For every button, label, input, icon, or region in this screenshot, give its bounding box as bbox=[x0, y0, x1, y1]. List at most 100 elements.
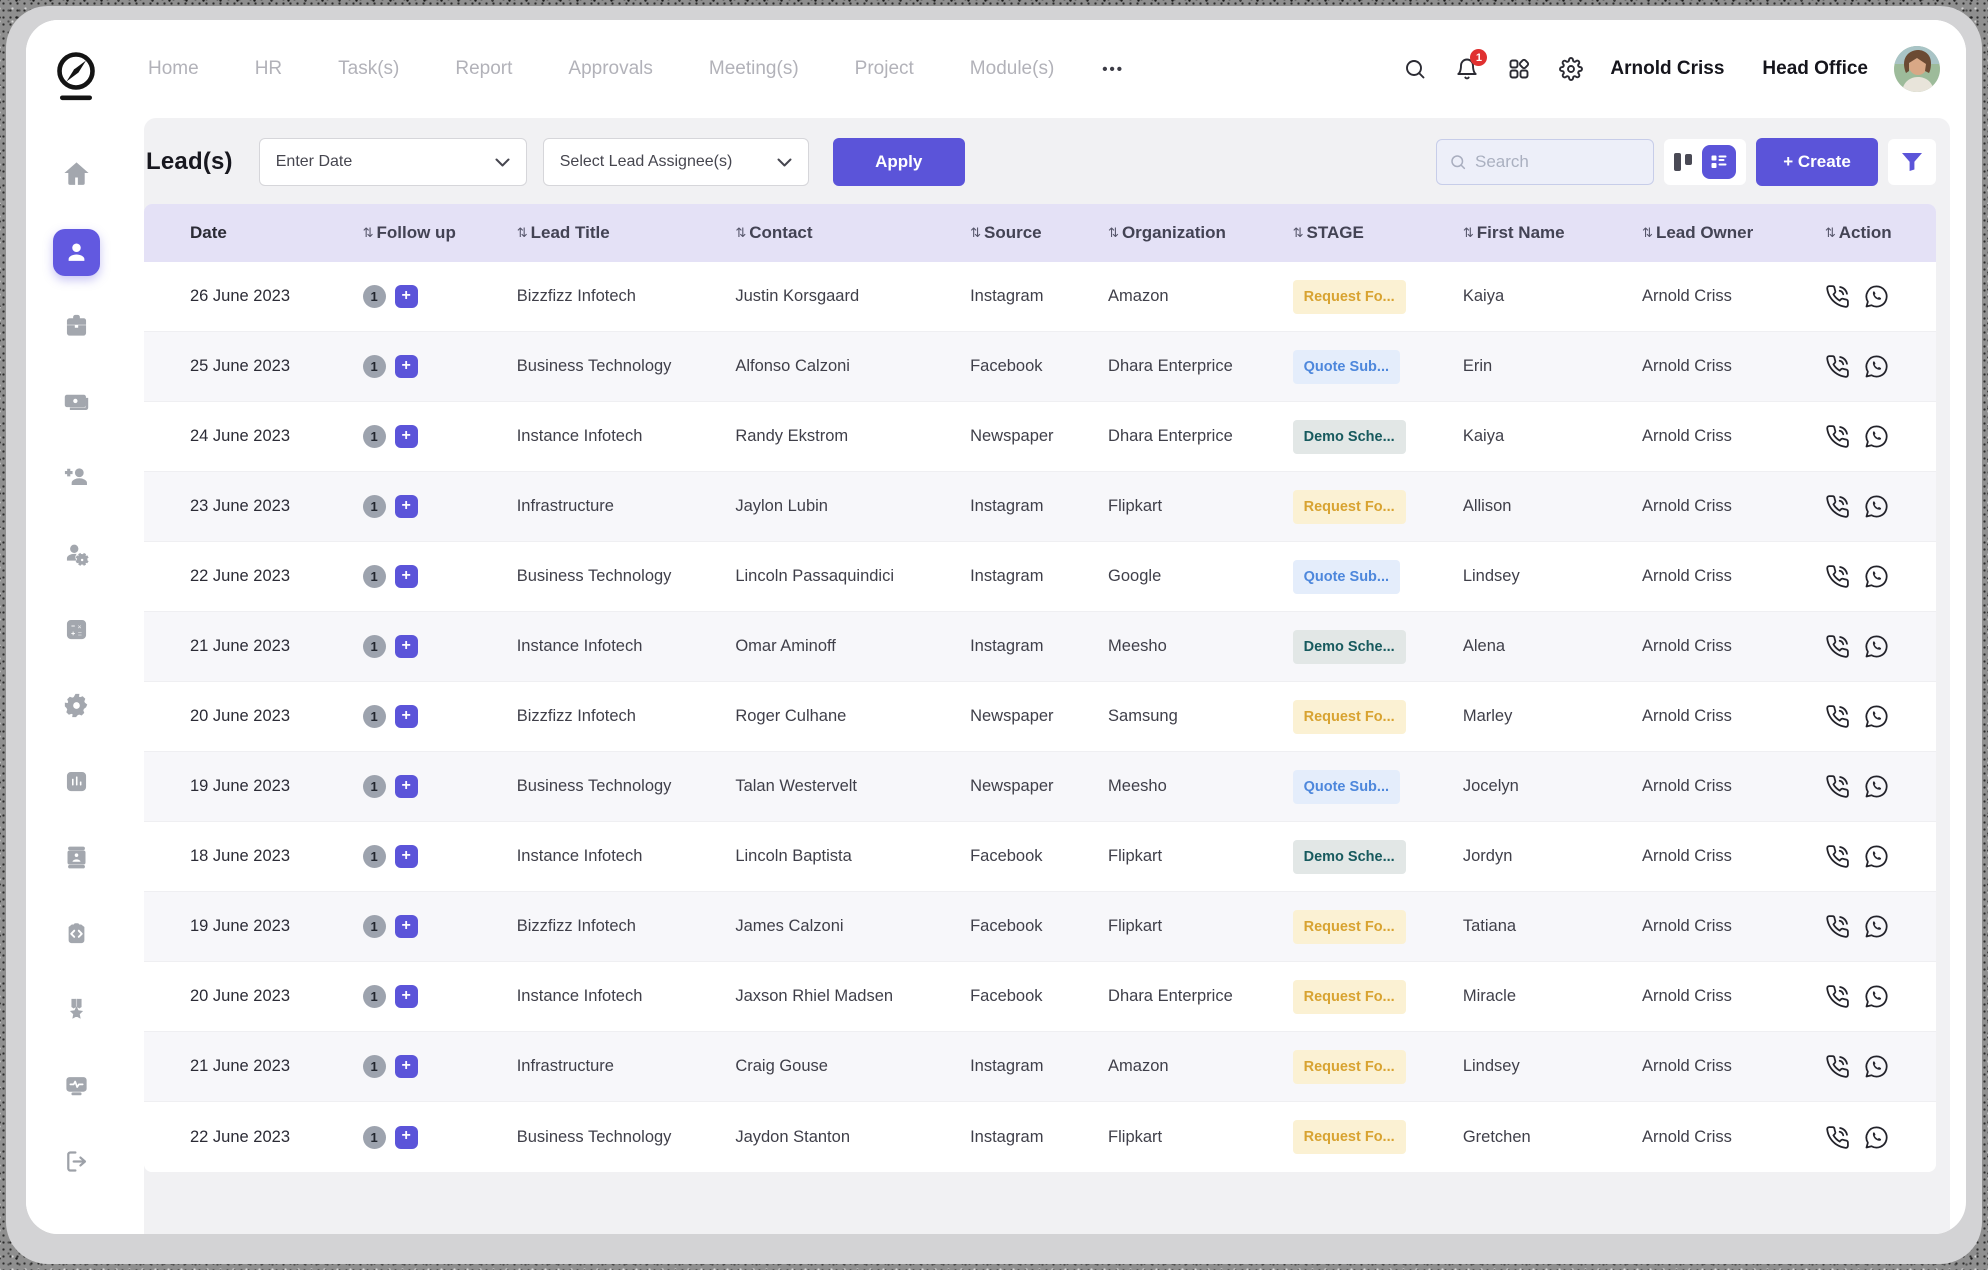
search-icon[interactable] bbox=[1402, 56, 1428, 82]
table-row[interactable]: 22 June 2023 1 + Business Technology Lin… bbox=[144, 542, 1936, 612]
phone-call-icon[interactable] bbox=[1825, 704, 1850, 729]
whatsapp-icon[interactable] bbox=[1864, 1054, 1889, 1079]
stage-badge[interactable]: Request Fo... bbox=[1292, 279, 1406, 314]
phone-call-icon[interactable] bbox=[1825, 844, 1850, 869]
whatsapp-icon[interactable] bbox=[1864, 354, 1889, 379]
whatsapp-icon[interactable] bbox=[1864, 564, 1889, 589]
column-header-date[interactable]: Date bbox=[190, 223, 227, 242]
phone-call-icon[interactable] bbox=[1825, 564, 1850, 589]
whatsapp-icon[interactable] bbox=[1864, 634, 1889, 659]
add-follow-up-button[interactable]: + bbox=[394, 425, 418, 448]
sidebar-item-payroll[interactable] bbox=[26, 366, 126, 442]
column-header-source[interactable]: ⇅ Source bbox=[970, 223, 1042, 242]
column-header-stage[interactable]: ⇅ STAGE bbox=[1292, 223, 1364, 242]
add-follow-up-button[interactable]: + bbox=[394, 705, 418, 728]
stage-badge[interactable]: Request Fo... bbox=[1292, 699, 1406, 734]
user-avatar[interactable] bbox=[1894, 46, 1940, 92]
sidebar-item-briefcase[interactable] bbox=[26, 290, 126, 366]
sidebar-item-logout[interactable] bbox=[26, 1126, 126, 1202]
add-follow-up-button[interactable]: + bbox=[394, 285, 418, 308]
add-follow-up-button[interactable]: + bbox=[394, 985, 418, 1008]
sidebar-item-user-settings[interactable] bbox=[26, 518, 126, 594]
nav-link-home[interactable]: Home bbox=[148, 58, 199, 79]
filter-funnel-button[interactable] bbox=[1888, 139, 1936, 185]
phone-call-icon[interactable] bbox=[1825, 424, 1850, 449]
notifications-bell-icon[interactable]: 1 bbox=[1454, 49, 1488, 82]
column-header-action[interactable]: ⇅ Action bbox=[1824, 223, 1892, 242]
nav-link-report[interactable]: Report bbox=[455, 58, 513, 79]
table-row[interactable]: 26 June 2023 1 + Bizzfizz Infotech Justi… bbox=[144, 262, 1936, 332]
search-input[interactable] bbox=[1475, 152, 1641, 172]
column-header-followup[interactable]: ⇅ Follow up bbox=[362, 223, 456, 242]
whatsapp-icon[interactable] bbox=[1864, 424, 1889, 449]
phone-call-icon[interactable] bbox=[1825, 634, 1850, 659]
column-header-lead_owner[interactable]: ⇅ Lead Owner bbox=[1642, 223, 1754, 242]
phone-call-icon[interactable] bbox=[1825, 1054, 1850, 1079]
phone-call-icon[interactable] bbox=[1825, 914, 1850, 939]
stage-badge[interactable]: Request Fo... bbox=[1292, 909, 1406, 944]
whatsapp-icon[interactable] bbox=[1864, 844, 1889, 869]
table-row[interactable]: 21 June 2023 1 + Instance Infotech Omar … bbox=[144, 612, 1936, 682]
phone-call-icon[interactable] bbox=[1825, 984, 1850, 1009]
table-row[interactable]: 20 June 2023 1 + Bizzfizz Infotech Roger… bbox=[144, 682, 1936, 752]
sidebar-item-settings[interactable] bbox=[26, 670, 126, 746]
nav-link-project[interactable]: Project bbox=[854, 58, 914, 79]
table-row[interactable]: 24 June 2023 1 + Instance Infotech Randy… bbox=[144, 402, 1936, 472]
settings-gear-icon[interactable] bbox=[1558, 56, 1584, 82]
stage-badge[interactable]: Demo Sche... bbox=[1292, 629, 1406, 664]
sidebar-item-code[interactable] bbox=[26, 898, 126, 974]
stage-badge[interactable]: Request Fo... bbox=[1292, 1120, 1406, 1154]
compass-logo-icon[interactable] bbox=[53, 20, 99, 138]
add-follow-up-button[interactable]: + bbox=[394, 915, 418, 938]
add-follow-up-button[interactable]: + bbox=[394, 775, 418, 798]
stage-badge[interactable]: Quote Sub... bbox=[1292, 559, 1400, 594]
stage-badge[interactable]: Quote Sub... bbox=[1292, 769, 1400, 804]
sidebar-item-add-user[interactable] bbox=[26, 442, 126, 518]
table-row[interactable]: 22 June 2023 1 + Business Technology Jay… bbox=[144, 1102, 1936, 1172]
office-name[interactable]: Head Office bbox=[1762, 58, 1868, 79]
table-row[interactable]: 25 June 2023 1 + Business Technology Alf… bbox=[144, 332, 1936, 402]
nav-link-hr[interactable]: HR bbox=[254, 58, 283, 79]
phone-call-icon[interactable] bbox=[1825, 354, 1850, 379]
apps-grid-icon[interactable] bbox=[1506, 56, 1532, 82]
column-header-organization[interactable]: ⇅ Organization bbox=[1108, 223, 1226, 242]
sidebar-item-rewards[interactable] bbox=[26, 974, 126, 1050]
table-row[interactable]: 20 June 2023 1 + Instance Infotech Jaxso… bbox=[144, 962, 1936, 1032]
column-header-lead_title[interactable]: ⇅ Lead Title bbox=[516, 223, 610, 242]
sidebar-item-monitoring[interactable] bbox=[26, 1050, 126, 1126]
whatsapp-icon[interactable] bbox=[1864, 914, 1889, 939]
nav-more-button[interactable]: ••• bbox=[1102, 60, 1125, 78]
whatsapp-icon[interactable] bbox=[1864, 284, 1889, 309]
phone-call-icon[interactable] bbox=[1825, 1125, 1850, 1150]
user-name[interactable]: Arnold Criss bbox=[1610, 58, 1725, 79]
add-follow-up-button[interactable]: + bbox=[394, 1055, 418, 1078]
add-follow-up-button[interactable]: + bbox=[394, 845, 418, 868]
table-row[interactable]: 19 June 2023 1 + Bizzfizz Infotech James… bbox=[144, 892, 1936, 962]
column-header-first_name[interactable]: ⇅ First Name bbox=[1462, 223, 1565, 242]
stage-badge[interactable]: Request Fo... bbox=[1292, 979, 1406, 1014]
stage-badge[interactable]: Demo Sche... bbox=[1292, 839, 1406, 874]
stage-badge[interactable]: Request Fo... bbox=[1292, 1049, 1406, 1084]
whatsapp-icon[interactable] bbox=[1864, 494, 1889, 519]
assignee-filter-select[interactable]: Select Lead Assignee(s) bbox=[542, 138, 809, 186]
nav-link-modules[interactable]: Module(s) bbox=[969, 58, 1055, 79]
phone-call-icon[interactable] bbox=[1825, 774, 1850, 799]
whatsapp-icon[interactable] bbox=[1864, 774, 1889, 799]
stage-badge[interactable]: Request Fo... bbox=[1292, 489, 1406, 524]
nav-link-approvals[interactable]: Approvals bbox=[568, 58, 653, 79]
table-row[interactable]: 18 June 2023 1 + Instance Infotech Linco… bbox=[144, 822, 1936, 892]
sidebar-item-id-card[interactable] bbox=[26, 822, 126, 898]
sidebar-item-calculator[interactable] bbox=[26, 594, 126, 670]
table-row[interactable]: 21 June 2023 1 + Infrastructure Craig Go… bbox=[144, 1032, 1936, 1102]
whatsapp-icon[interactable] bbox=[1864, 984, 1889, 1009]
kanban-view-icon[interactable] bbox=[1674, 153, 1692, 171]
date-filter-select[interactable]: Enter Date bbox=[258, 138, 527, 186]
add-follow-up-button[interactable]: + bbox=[394, 495, 418, 518]
table-row[interactable]: 19 June 2023 1 + Business Technology Tal… bbox=[144, 752, 1936, 822]
stage-badge[interactable]: Quote Sub... bbox=[1292, 349, 1400, 384]
sidebar-item-home[interactable] bbox=[26, 138, 126, 214]
list-view-icon[interactable] bbox=[1702, 145, 1736, 179]
apply-button[interactable]: Apply bbox=[832, 138, 965, 186]
phone-call-icon[interactable] bbox=[1825, 284, 1850, 309]
add-follow-up-button[interactable]: + bbox=[394, 635, 418, 658]
